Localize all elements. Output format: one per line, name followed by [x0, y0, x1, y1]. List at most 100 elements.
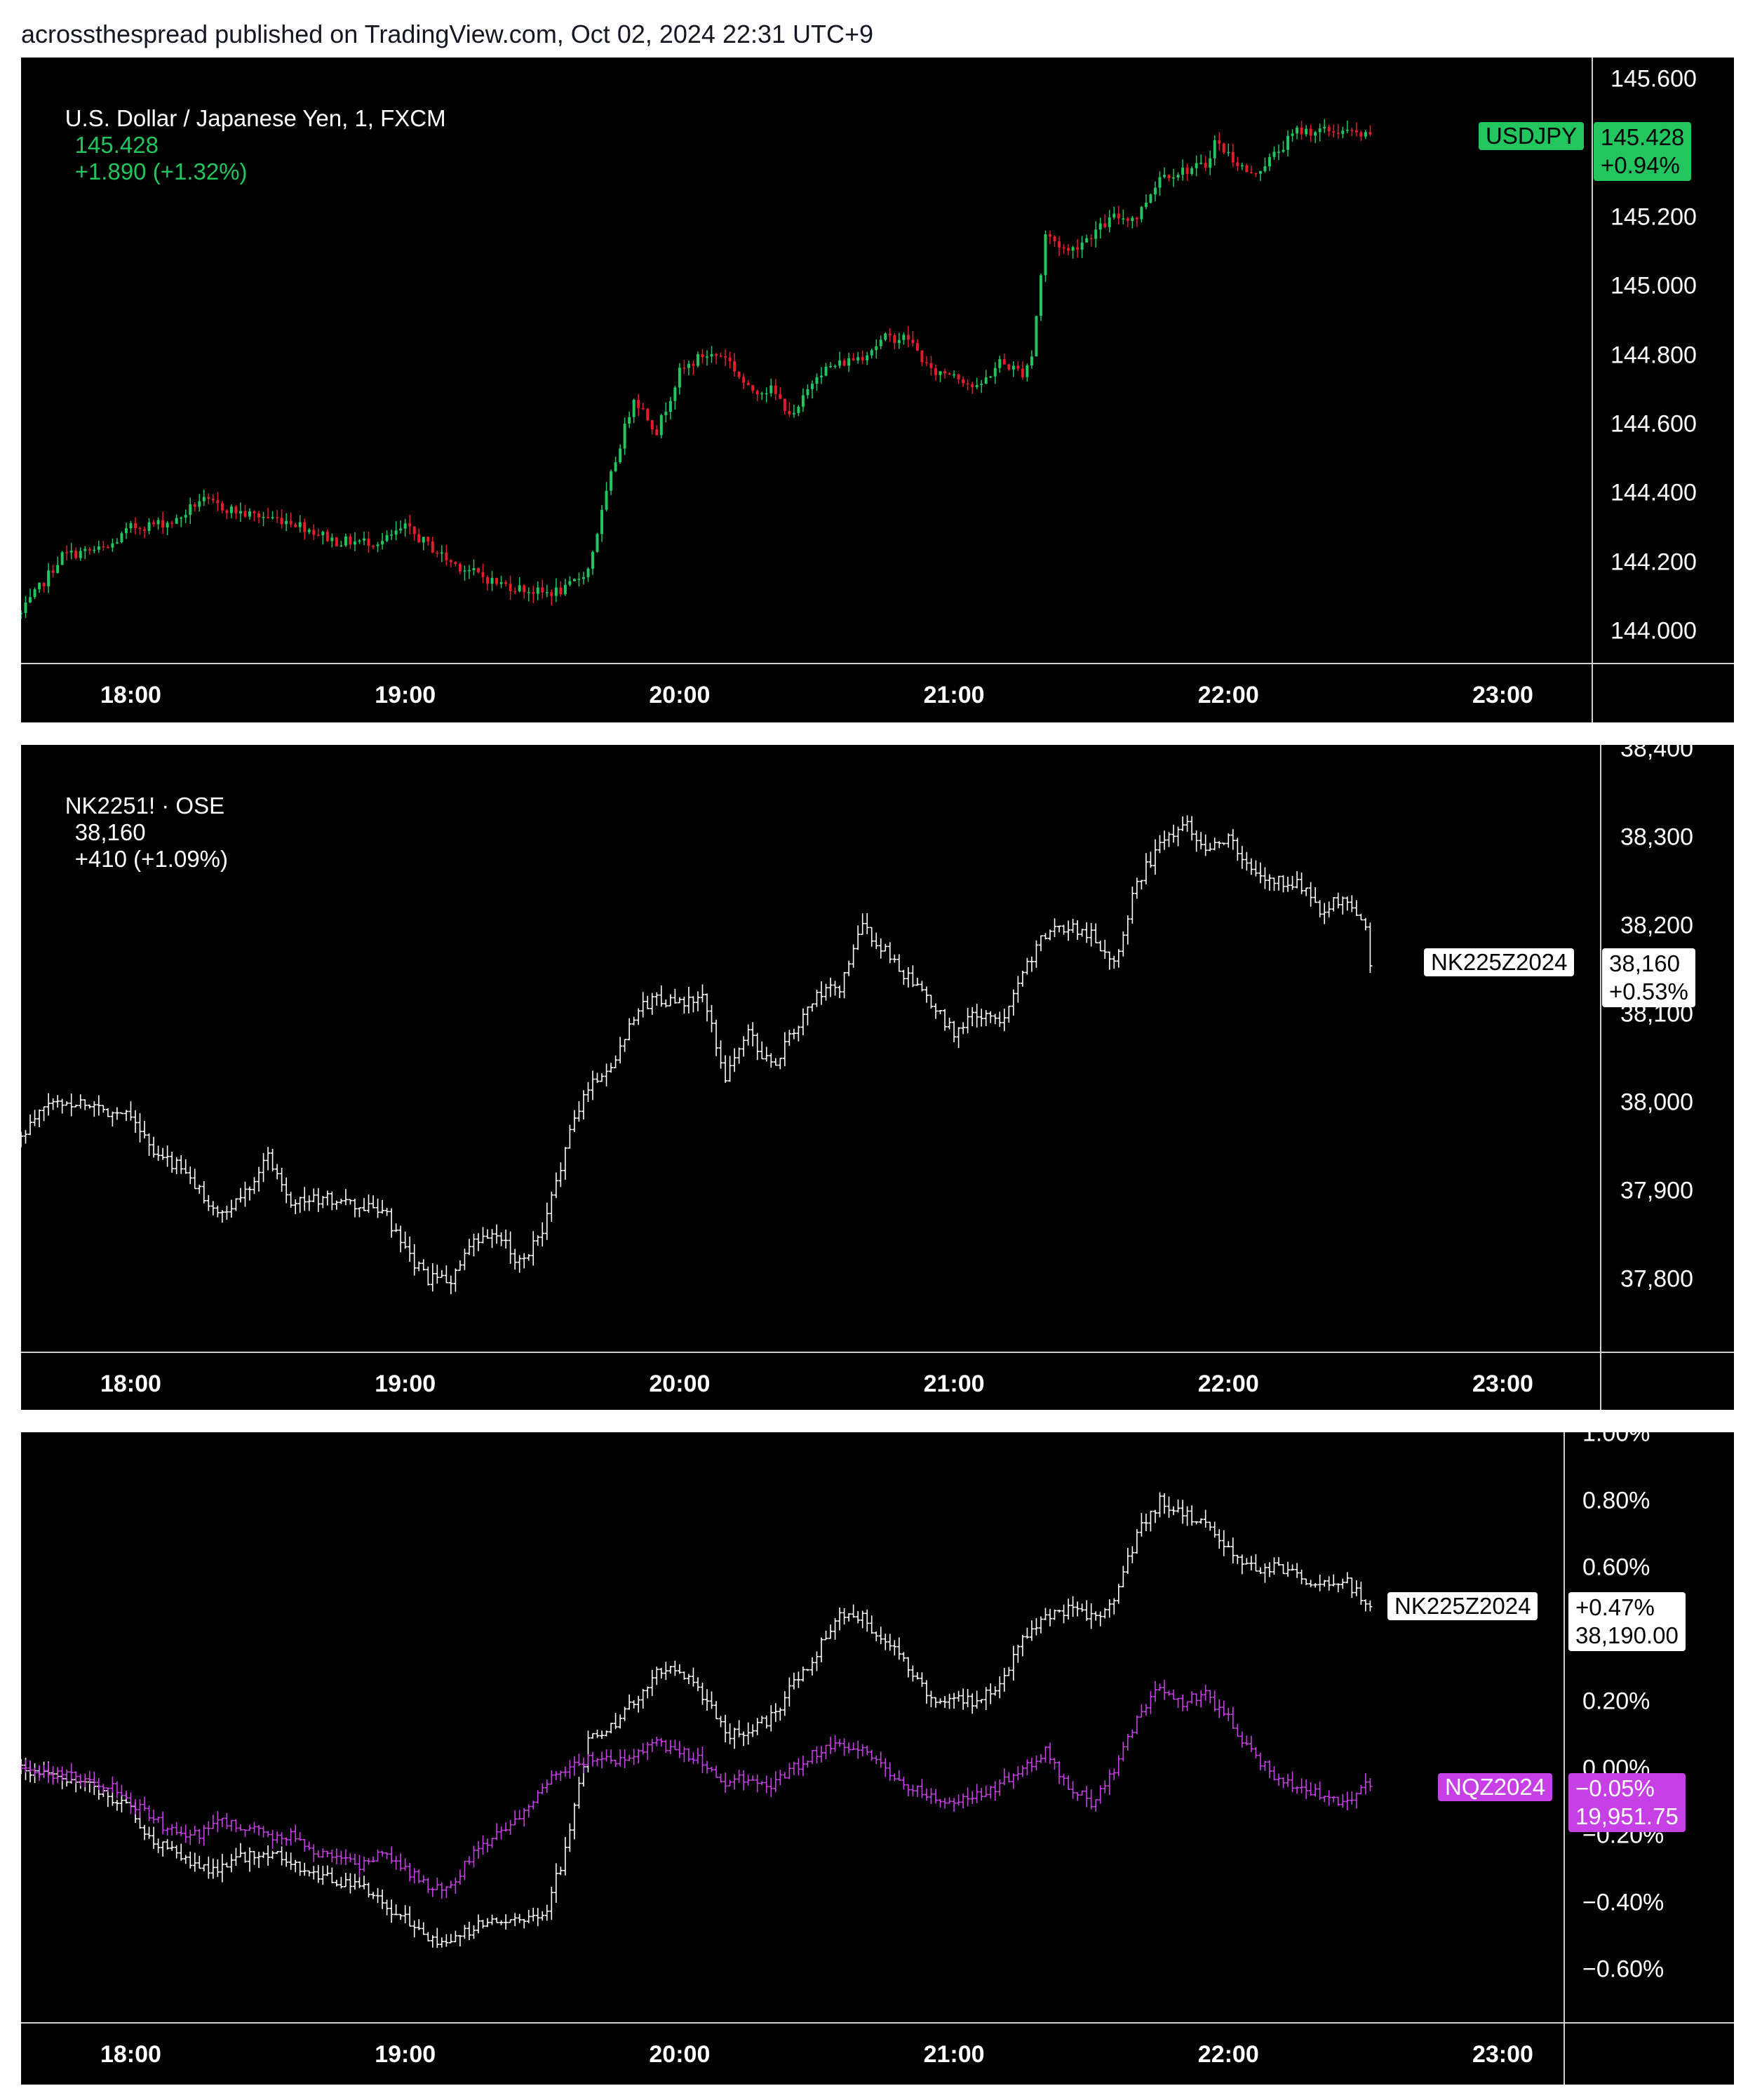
candle-body — [60, 552, 64, 565]
candle-body — [888, 333, 892, 335]
candle-body — [426, 537, 430, 541]
nk225-compare-tag: NK225Z2024 — [1387, 1592, 1538, 1620]
candle-body — [321, 532, 325, 536]
candle-body — [1172, 177, 1176, 179]
time-tick-label: 20:00 — [649, 682, 711, 708]
comparison-chart-panel[interactable]: 1.00% 0.80% 0.60% 0.20% 0.00% −0.20% −0.40% −0.… — [21, 1432, 1734, 2085]
candle-body — [394, 530, 398, 535]
candle-body — [198, 501, 201, 507]
candle-body — [193, 504, 196, 507]
time-tick-label: 22:00 — [1197, 2041, 1259, 2068]
candle-body — [971, 384, 974, 388]
price-tick-label: −0.40% — [1582, 1889, 1665, 1916]
candle-body — [568, 581, 572, 585]
usdjpy-chart-panel[interactable]: U.S. Dollar / Japanese Yen, 1, FXCM 145.… — [21, 58, 1734, 722]
candle-body — [490, 577, 494, 584]
candle-body — [445, 552, 448, 560]
candle-body — [207, 497, 210, 499]
candle-body — [628, 417, 631, 424]
price-tick-label: 144.800 — [1611, 342, 1697, 368]
candle-body — [1131, 217, 1134, 222]
candle-body — [600, 509, 604, 534]
usdjpy-legend: U.S. Dollar / Japanese Yen, 1, FXCM 145.… — [39, 79, 446, 212]
price-tick-label: 144.200 — [1611, 548, 1697, 576]
candle-body — [175, 518, 178, 524]
usdjpy-symbol-tag: USDJPY — [1479, 122, 1585, 150]
candle-body — [1144, 203, 1148, 207]
nk225-chart-svg[interactable] — [21, 745, 1734, 1410]
time-tick-label: 19:00 — [375, 1371, 436, 1397]
candle-body — [229, 506, 233, 513]
candle-body — [911, 339, 915, 344]
candle-body — [120, 533, 123, 543]
candle-body — [829, 366, 833, 368]
candle-body — [1122, 218, 1125, 220]
usdjpy-legend-name: U.S. Dollar / Japanese Yen, 1, FXCM — [65, 105, 446, 131]
candle-body — [1309, 128, 1312, 136]
candle-body — [156, 520, 160, 525]
candle-body — [102, 546, 105, 548]
candle-body — [591, 551, 594, 569]
price-tick-label: 37,800 — [1620, 1265, 1693, 1293]
candle-body — [271, 517, 274, 518]
candle-body — [138, 528, 142, 530]
candle-body — [838, 360, 842, 366]
candle-body — [1209, 158, 1212, 168]
candle-body — [467, 570, 471, 572]
candle-body — [161, 520, 165, 528]
candle-body — [632, 400, 636, 417]
candle-body — [614, 462, 617, 471]
nk225-compare-bars — [21, 1492, 1373, 1948]
candle-body — [111, 543, 114, 548]
candle-body — [856, 357, 860, 361]
candle-body — [774, 385, 777, 394]
candle-body — [559, 587, 563, 595]
candle-body — [1067, 248, 1070, 251]
candle-body — [93, 549, 96, 551]
candle-body — [294, 524, 297, 527]
candle-body — [692, 363, 695, 366]
candle-body — [1053, 236, 1056, 242]
candle-body — [641, 408, 645, 410]
candle-body — [417, 534, 421, 543]
candle-body — [655, 429, 659, 436]
usdjpy-last-price: 145.428 — [1601, 124, 1685, 150]
candle-body — [1035, 316, 1038, 357]
candle-body — [966, 383, 969, 384]
candle-body — [897, 339, 901, 344]
time-tick-label: 23:00 — [1472, 1371, 1533, 1397]
candle-body — [755, 391, 759, 395]
candle-body — [866, 355, 869, 361]
price-tick-label: 0.20% — [1582, 1688, 1650, 1715]
nq-compare-price: 19,951.75 — [1575, 1803, 1679, 1829]
candle-body — [225, 510, 229, 513]
candle-body — [285, 520, 288, 525]
candle-body — [563, 584, 567, 595]
usdjpy-chart-svg[interactable] — [21, 58, 1734, 722]
candle-body — [664, 412, 668, 415]
candle-body — [801, 395, 805, 407]
candle-body — [842, 360, 846, 366]
candle-body — [815, 377, 819, 384]
candle-body — [1062, 247, 1065, 249]
nk225-legend: NK2251! · OSE 38,160 +410 (+1.09%) — [39, 766, 228, 899]
candle-body — [1332, 131, 1336, 133]
candle-body — [906, 335, 910, 340]
nq-compare-bars — [21, 1679, 1373, 1899]
candle-body — [454, 562, 457, 565]
candle-body — [79, 551, 82, 558]
candle-body — [719, 355, 722, 357]
nk225-chart-panel[interactable]: NK2251! · OSE 38,160 +410 (+1.09%) 38,40… — [21, 745, 1734, 1410]
candle-body — [124, 528, 128, 534]
candle-body — [399, 528, 403, 531]
candle-body — [797, 406, 800, 413]
candle-body — [875, 346, 878, 351]
comparison-chart-svg[interactable] — [21, 1432, 1734, 2085]
candle-body — [1158, 177, 1162, 188]
candle-body — [545, 592, 549, 593]
candle-body — [422, 537, 425, 543]
candle-body — [824, 366, 828, 376]
candle-body — [550, 592, 553, 596]
candle-body — [202, 497, 206, 502]
price-tick-label: 144.000 — [1611, 617, 1697, 645]
